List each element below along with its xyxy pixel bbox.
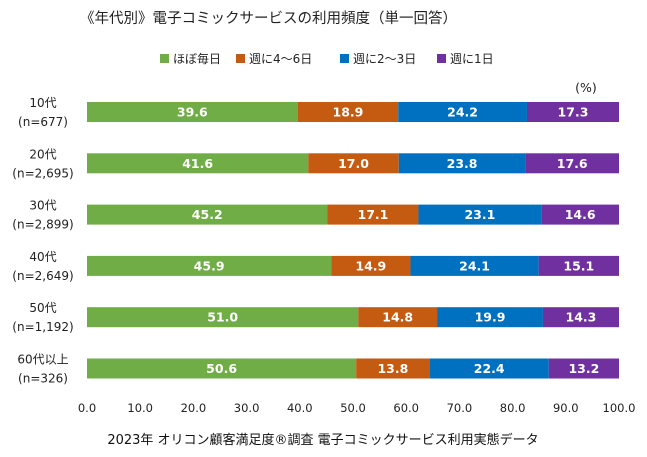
category-label-3: 30代 (29, 199, 56, 213)
bar-segment-6-2 (356, 358, 430, 379)
x-tick-label-4: 30.0 (234, 401, 260, 415)
x-tick-label-7: 60.0 (393, 401, 419, 415)
x-axis: 0.0 10.0 20.0 30.0 40.0 50.0 60.0 70.0 80.0 90.0 1… (78, 401, 636, 415)
data-label-3-1: 45.2 (192, 207, 223, 222)
data-label-4-2: 14.9 (355, 258, 386, 273)
category-sample-size-6: (n=326) (18, 372, 68, 386)
data-label-2-1: 41.6 (182, 156, 213, 171)
bar-segment-4-2 (331, 255, 411, 276)
chart-legend: ほぼ毎日 週に4～6日 週に2～3日 週に1日 (160, 51, 494, 66)
category-label-6: 60代以上 (17, 353, 68, 367)
category-labels: 10代 (n=677) 20代 (n=2,695) 30代 (n=2,899) 40代 (n=… (12, 96, 73, 386)
bar-segment-2-2 (308, 153, 399, 174)
category-label-1: 10代 (29, 96, 56, 110)
category-label-2: 20代 (29, 147, 56, 161)
legend-label-4: 週に1日 (450, 52, 494, 66)
data-label-2-4: 17.6 (557, 156, 588, 171)
data-label-1-1: 39.6 (177, 105, 208, 120)
legend-label-2: 週に4～6日 (249, 52, 312, 66)
data-label-5-2: 14.8 (382, 310, 413, 325)
data-label-4-3: 24.1 (459, 258, 490, 273)
legend-swatch-1 (160, 54, 169, 63)
bar-segment-6-3 (429, 358, 549, 379)
bar-segment-5-2 (358, 307, 438, 328)
data-label-3-4: 14.6 (565, 207, 596, 222)
x-tick-label-11: 100.0 (603, 401, 636, 415)
data-label-2-3: 23.8 (447, 156, 478, 171)
bars-group: 39.6 18.9 24.2 17.3 41.6 17.0 23.8 17.6 45.2 17.1… (87, 102, 619, 379)
legend-swatch-4 (437, 54, 446, 63)
bar-segment-1-3 (398, 102, 527, 122)
bar-segment-1-2 (297, 102, 399, 122)
bar-segment-3-1 (87, 204, 328, 225)
bar-segment-2-1 (87, 153, 309, 174)
category-sample-size-4: (n=2,649) (12, 269, 73, 283)
legend-label-1: ほぼ毎日 (173, 51, 221, 66)
category-label-4: 40代 (29, 250, 56, 264)
category-sample-size-1: (n=677) (18, 115, 68, 129)
x-tick-label-9: 80.0 (500, 401, 526, 415)
category-sample-size-2: (n=2,695) (12, 166, 73, 180)
x-tick-label-5: 40.0 (287, 401, 313, 415)
data-label-5-1: 51.0 (207, 310, 238, 325)
category-sample-size-3: (n=2,899) (12, 218, 73, 232)
bar-segment-5-4 (542, 307, 619, 328)
bar-segment-1-4 (526, 102, 619, 122)
unit-label: (%) (575, 80, 597, 95)
bar-segment-6-4 (548, 358, 619, 379)
x-tick-label-6: 50.0 (340, 401, 366, 415)
legend-label-3: 週に2～3日 (353, 52, 416, 66)
data-label-5-4: 14.3 (566, 310, 597, 325)
category-sample-size-5: (n=1,192) (12, 320, 73, 334)
data-label-4-1: 45.9 (194, 258, 225, 273)
bar-segment-4-4 (538, 255, 619, 276)
x-tick-label-3: 20.0 (181, 401, 207, 415)
data-label-6-4: 13.2 (568, 361, 599, 376)
bar-segment-1-1 (87, 102, 298, 122)
bar-segment-3-3 (418, 204, 542, 225)
data-label-1-2: 18.9 (333, 105, 364, 120)
data-label-6-2: 13.8 (377, 361, 408, 376)
bar-segment-4-1 (87, 255, 332, 276)
legend-swatch-3 (340, 54, 349, 63)
bar-segment-5-3 (437, 307, 543, 328)
category-label-5: 50代 (29, 301, 56, 315)
x-tick-label-1: 0.0 (78, 401, 96, 415)
bar-segment-3-4 (541, 204, 619, 225)
data-label-2-2: 17.0 (338, 156, 369, 171)
bar-segment-2-4 (525, 153, 619, 174)
data-label-1-4: 17.3 (558, 105, 589, 120)
bar-segment-3-2 (327, 204, 419, 225)
data-label-6-1: 50.6 (206, 361, 237, 376)
bar-segment-2-3 (398, 153, 526, 174)
data-label-3-2: 17.1 (358, 207, 389, 222)
bar-segment-5-1 (87, 307, 359, 328)
data-label-5-3: 19.9 (475, 310, 506, 325)
data-label-1-3: 24.2 (447, 105, 478, 120)
x-tick-label-8: 70.0 (447, 401, 473, 415)
bar-segment-4-3 (410, 255, 539, 276)
chart-title: 《年代別》電子コミックサービスの利用頻度（単一回答） (80, 10, 457, 27)
legend-swatch-2 (236, 54, 245, 63)
x-tick-label-10: 90.0 (553, 401, 579, 415)
data-label-3-3: 23.1 (464, 207, 495, 222)
data-label-4-4: 15.1 (563, 258, 594, 273)
chart-footer: 2023年 オリコン顧客満足度®調査 電子コミックサービス利用実態データ (107, 432, 538, 448)
x-tick-label-2: 10.0 (127, 401, 153, 415)
bar-segment-6-1 (87, 358, 357, 379)
data-label-6-3: 22.4 (474, 361, 505, 376)
